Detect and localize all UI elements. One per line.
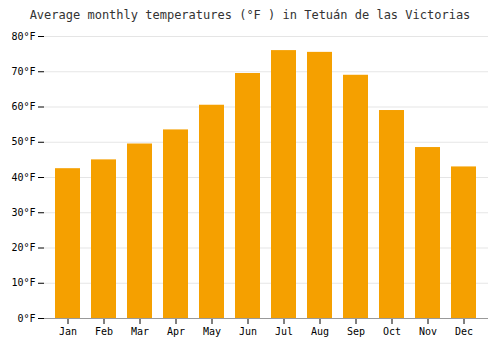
svg-text:80°F: 80°F xyxy=(11,31,35,42)
svg-text:50°F: 50°F xyxy=(11,136,35,147)
svg-text:Mar: Mar xyxy=(131,326,149,337)
svg-text:Nov: Nov xyxy=(419,326,437,337)
svg-text:Jun: Jun xyxy=(239,326,257,337)
svg-text:Apr: Apr xyxy=(167,326,185,337)
svg-text:Dec: Dec xyxy=(455,326,473,337)
html-text:Average monthly temperatures (: Average monthly temperatures (°F ) in Te… xyxy=(29,8,471,22)
svg-text:May: May xyxy=(203,326,221,337)
svg-text:20°F: 20°F xyxy=(11,242,35,253)
svg-text:Feb: Feb xyxy=(95,326,113,337)
svg-text:30°F: 30°F xyxy=(11,207,35,218)
svg-text:Jul: Jul xyxy=(275,326,293,337)
svg-text:70°F: 70°F xyxy=(11,66,35,77)
svg-text:40°F: 40°F xyxy=(11,172,35,183)
svg-text:0°F: 0°F xyxy=(17,313,35,324)
svg-text:10°F: 10°F xyxy=(11,277,35,288)
svg-text:Aug: Aug xyxy=(311,326,329,337)
svg-text:Sep: Sep xyxy=(347,326,365,337)
svg-text:60°F: 60°F xyxy=(11,101,35,112)
svg-text:Oct: Oct xyxy=(383,326,401,337)
svg-text:Jan: Jan xyxy=(59,326,77,337)
